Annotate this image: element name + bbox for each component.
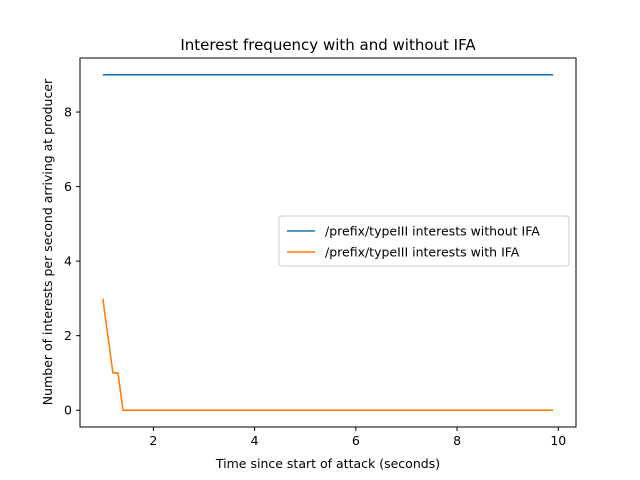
y-tick-label: 2 bbox=[64, 328, 72, 343]
axes-frame bbox=[79, 57, 577, 428]
legend-label-1: /prefix/typeIII interests with IFA bbox=[325, 245, 520, 260]
x-tick-label: 2 bbox=[149, 433, 157, 448]
axes: 2 4 6 8 10 0 2 4 6 8 bbox=[64, 57, 577, 448]
x-tick-label: 10 bbox=[550, 433, 566, 448]
x-tick-label: 4 bbox=[251, 433, 259, 448]
x-axis-label: Time since start of attack (seconds) bbox=[215, 456, 440, 471]
y-tick-label: 4 bbox=[64, 254, 72, 269]
legend: /prefix/typeIII interests without IFA/pr… bbox=[278, 215, 570, 267]
series-line-1 bbox=[101, 298, 554, 412]
y-tick-label: 8 bbox=[64, 105, 72, 120]
x-tick-label: 6 bbox=[352, 433, 360, 448]
legend-label-0: /prefix/typeIII interests without IFA bbox=[325, 224, 540, 239]
y-tick-label: 6 bbox=[64, 179, 72, 194]
y-axis-label: Number of interests per second arriving … bbox=[40, 78, 55, 405]
y-tick-label: 0 bbox=[64, 403, 72, 418]
x-tick-label: 8 bbox=[453, 433, 461, 448]
plot-area bbox=[101, 73, 554, 412]
chart-title: Interest frequency with and without IFA bbox=[180, 36, 476, 54]
legend-box bbox=[278, 215, 570, 267]
